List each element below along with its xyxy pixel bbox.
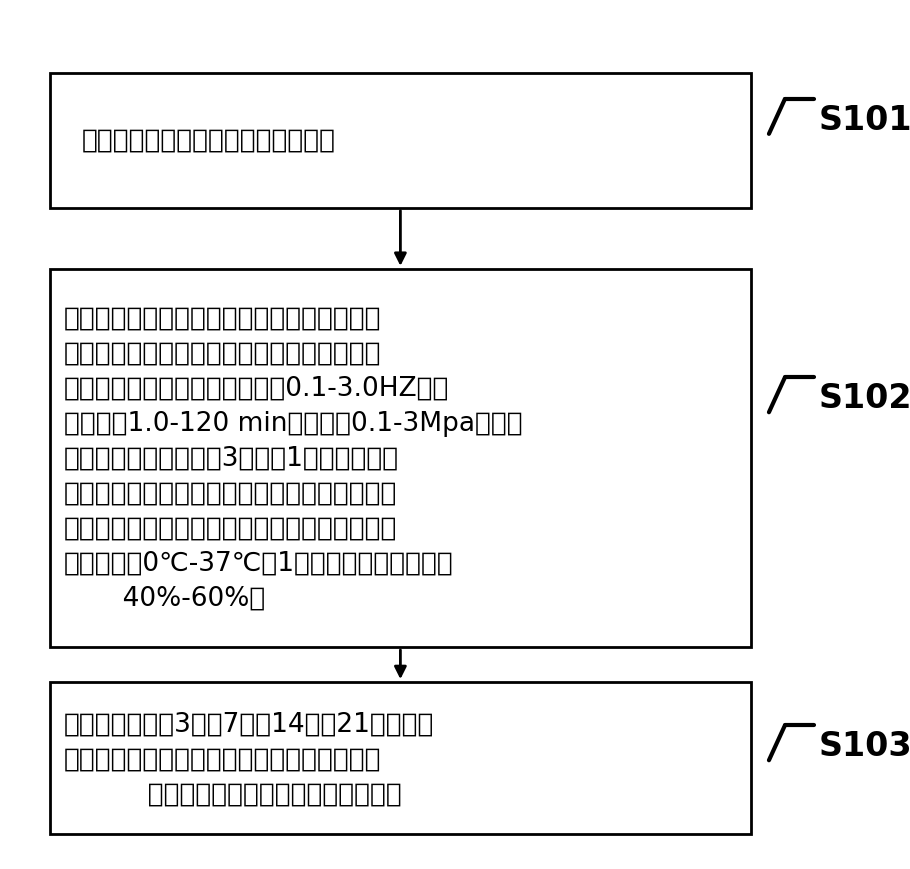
Text: S103: S103 — [819, 729, 910, 762]
Text: S102: S102 — [819, 381, 910, 415]
Text: 体外获取膝关节负重区骨软骨组织。: 体外获取膝关节负重区骨软骨组织。 — [82, 128, 336, 154]
Bar — [50, 74, 751, 209]
Text: 将体外获取的关节软骨组织置于内含组织培养
液的滚压力学刺激装置内，对软骨组织块施加
滚压力学刺激；按照刺激频率为0.1-3.0HZ、刺
激时间为1.0-120 : 将体外获取的关节软骨组织置于内含组织培养 液的滚压力学刺激装置内，对软骨组织块施… — [64, 306, 522, 611]
Text: 在力学刺激后第3天，7天，14天，21天等时间
点，检测软骨细胞存活率、软骨组织的杨氏模
          量等，评价力学刺激后的作用效果。: 在力学刺激后第3天，7天，14天，21天等时间 点，检测软骨细胞存活率、软骨组织… — [64, 710, 434, 806]
Text: S101: S101 — [819, 103, 910, 136]
Bar — [50, 269, 751, 647]
Bar — [50, 682, 751, 834]
